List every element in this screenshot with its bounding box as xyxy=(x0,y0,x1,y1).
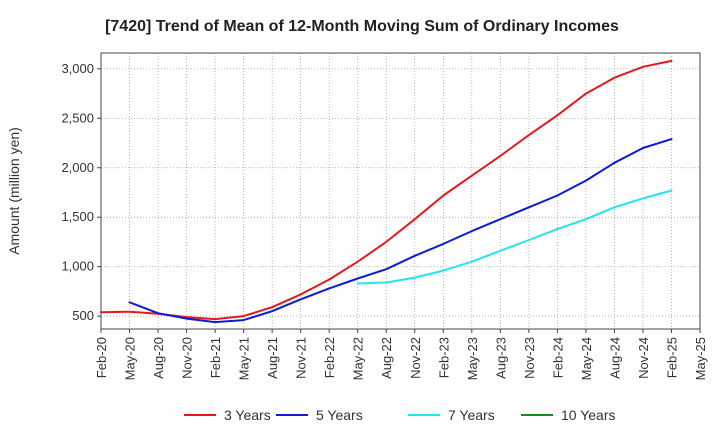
grid-lines xyxy=(101,53,700,329)
x-tick-label: May-25 xyxy=(693,337,708,380)
x-tick-label: Aug-21 xyxy=(265,337,280,379)
x-tick-label: Feb-24 xyxy=(550,337,565,378)
series-lines xyxy=(100,59,673,324)
x-tick-label: Aug-23 xyxy=(493,337,508,379)
y-tick-label: 1,000 xyxy=(61,259,94,274)
x-tick-label: May-20 xyxy=(123,337,138,380)
legend: 3 Years 5 Years 7 Years 10 Years xyxy=(184,407,616,423)
y-axis-label: Amount (million yen) xyxy=(6,127,22,255)
x-tick-label: Aug-22 xyxy=(379,337,394,379)
plot-frame xyxy=(100,52,701,330)
x-tick-label: Nov-21 xyxy=(294,337,309,379)
y-tick-label: 2,000 xyxy=(61,160,94,175)
x-tick-label: Nov-24 xyxy=(636,337,651,379)
x-tick-label: May-22 xyxy=(351,337,366,380)
legend-label: 3 Years xyxy=(224,407,271,423)
x-tick-label: Feb-20 xyxy=(94,337,109,378)
x-tick-label: Feb-25 xyxy=(664,337,679,378)
x-tick-label: Feb-22 xyxy=(322,337,337,378)
x-tick-label: May-24 xyxy=(579,337,594,380)
series-line-5-years xyxy=(128,138,673,324)
legend-label: 10 Years xyxy=(561,407,616,423)
legend-label: 5 Years xyxy=(316,407,363,423)
x-tick-label: Nov-23 xyxy=(522,337,537,379)
x-tick-label: May-23 xyxy=(465,337,480,380)
x-tick-label: Nov-20 xyxy=(180,337,195,379)
x-tick-label: May-21 xyxy=(237,337,252,380)
series-line-7-years xyxy=(356,189,673,285)
x-tick-label: Aug-24 xyxy=(607,337,622,379)
x-tick-label: Aug-20 xyxy=(151,337,166,379)
x-tick-label: Nov-22 xyxy=(408,337,423,379)
y-axis-ticks: 500 1,000 1,500 2,000 2,500 3,000 xyxy=(61,61,101,323)
x-tick-label: Feb-23 xyxy=(436,337,451,378)
y-tick-label: 1,500 xyxy=(61,209,94,224)
y-tick-label: 2,500 xyxy=(61,110,94,125)
x-tick-label: Feb-21 xyxy=(208,337,223,378)
legend-label: 7 Years xyxy=(448,407,495,423)
chart-title: [7420] Trend of Mean of 12-Month Moving … xyxy=(105,18,619,35)
plot-area xyxy=(101,53,700,329)
y-tick-label: 500 xyxy=(72,308,94,323)
y-tick-label: 3,000 xyxy=(61,61,94,76)
x-axis-ticks: Feb-20 May-20 Aug-20 Nov-20 Feb-21 May-21 Aug-… xyxy=(94,329,708,380)
series-line-3-years xyxy=(100,59,673,321)
